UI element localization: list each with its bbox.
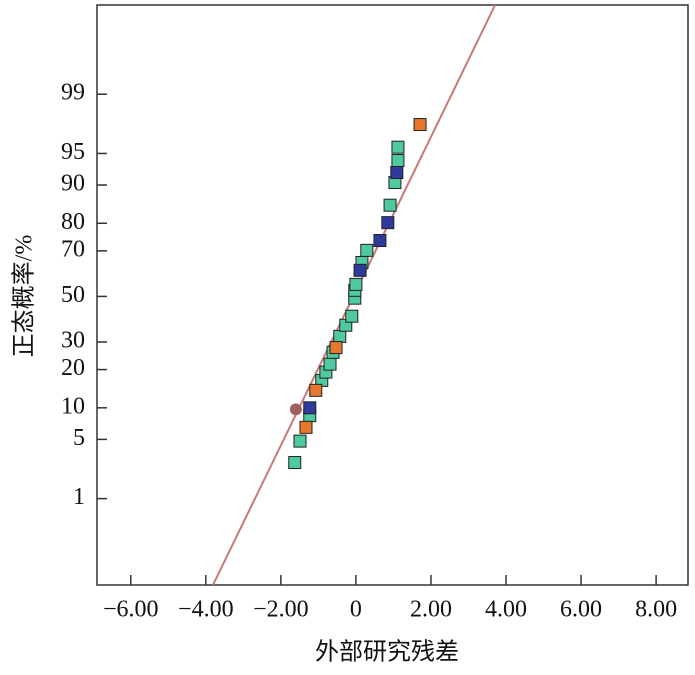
data-point (333, 329, 347, 343)
plot-frame (96, 4, 689, 586)
data-point (381, 216, 395, 230)
x-tick-label: −2.00 (253, 597, 309, 623)
data-point (353, 263, 367, 277)
y-tick-label: 90 (61, 171, 85, 197)
data-point (373, 234, 387, 248)
data-point (293, 434, 307, 448)
data-point (349, 277, 363, 291)
data-point (288, 456, 302, 470)
data-point (390, 166, 404, 180)
x-tick-label: −4.00 (178, 597, 234, 623)
data-point (383, 198, 397, 212)
y-tick-label: 99 (61, 80, 85, 106)
y-tick-label: 95 (61, 139, 85, 165)
y-tick-label: 50 (61, 282, 85, 308)
data-point (360, 243, 374, 257)
data-point (391, 154, 405, 168)
data-point (323, 357, 337, 371)
y-tick-label: 1 (73, 484, 85, 510)
data-point (289, 403, 302, 416)
y-tick-label: 30 (61, 328, 85, 354)
data-point (345, 309, 359, 323)
data-point (309, 383, 323, 397)
x-tick-label: 6.00 (560, 597, 602, 623)
y-tick-label: 80 (61, 209, 85, 235)
y-tick-label: 70 (61, 236, 85, 262)
data-point (303, 401, 317, 415)
y-tick-label: 20 (61, 355, 85, 381)
data-point (391, 140, 405, 154)
y-axis-label: 正态概率/% (11, 235, 38, 358)
data-point (413, 118, 427, 132)
y-tick-label: 5 (73, 425, 85, 451)
x-axis-label: 外部研究残差 (315, 639, 459, 666)
x-tick-label: 2.00 (410, 597, 452, 623)
x-tick-label: 8.00 (635, 597, 677, 623)
data-point (299, 420, 313, 434)
data-point (329, 341, 343, 355)
x-tick-label: 0 (350, 597, 362, 623)
x-tick-label: 4.00 (485, 597, 527, 623)
x-tick-label: −6.00 (103, 597, 159, 623)
y-tick-label: 10 (61, 393, 85, 419)
